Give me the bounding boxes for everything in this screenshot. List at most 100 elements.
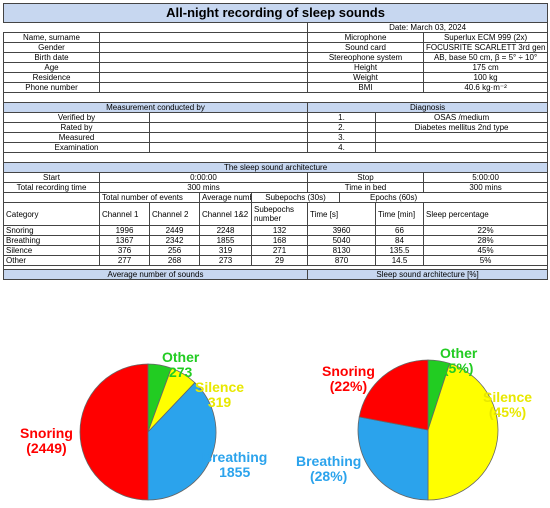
info-value — [99, 62, 308, 73]
measurement-label: Measured — [3, 132, 150, 143]
measurement-label: Examination — [3, 142, 150, 153]
start-value: 0:00:00 — [99, 172, 308, 183]
info-label: Gender — [3, 42, 100, 53]
subepochs-cell: 29 — [251, 255, 308, 266]
pie2-slice-silence — [427, 362, 499, 501]
ch1-cell: 277 — [99, 255, 150, 266]
time-min-header: Time [min] — [375, 202, 424, 226]
diagnosis-number: 1. — [307, 112, 376, 123]
time-s-cell: 8130 — [307, 245, 376, 256]
info-label: Microphone — [307, 32, 424, 43]
measurement-value — [149, 132, 308, 143]
time-s-header: Time [s] — [307, 202, 376, 226]
info-label: Phone number — [3, 82, 100, 93]
pie-charts-svg — [79, 359, 499, 501]
pie2-label-breathing: Breathing (28%) — [296, 453, 362, 484]
trt-label: Total recording time — [3, 182, 100, 193]
pie1-slice-snoring — [79, 363, 149, 501]
ch2-cell: 2342 — [149, 235, 200, 246]
diagnosis-value — [374, 142, 549, 153]
ch1-header: Channel 1 — [99, 202, 150, 226]
stop-value: 5:00:00 — [422, 172, 549, 183]
diagnosis-header: Diagnosis — [306, 102, 549, 113]
start-label: Start — [3, 172, 100, 183]
ch12-cell: 2248 — [199, 225, 252, 236]
time-s-cell: 3960 — [307, 225, 376, 236]
report-title: All-night recording of sleep sounds — [2, 3, 549, 23]
ch1-cell: 376 — [99, 245, 150, 256]
pie1-label-breathing: Breathing 1855 — [202, 449, 268, 480]
category-cell: Silence — [3, 245, 100, 256]
sleep-pct-cell: 22% — [422, 225, 549, 236]
time-min-cell: 84 — [375, 235, 424, 246]
info-label: Age — [3, 62, 100, 73]
ch2-cell: 268 — [149, 255, 200, 266]
architecture-header: The sleep sound architecture — [2, 162, 549, 173]
pie-charts: Other 273 Silence 319 Snoring (2449) Breath… — [0, 342, 550, 503]
info-value: AB, base 50 cm, β = 5° ÷ 10° — [422, 52, 549, 63]
ch12-cell: 273 — [199, 255, 252, 266]
info-label: Name, surname — [3, 32, 100, 43]
info-value: 175 cm — [422, 62, 549, 73]
table-row: Other 277 268 273 29 870 14.5 5% — [3, 255, 549, 266]
stop-label: Stop — [307, 172, 424, 183]
ch12-cell: 1855 — [199, 235, 252, 246]
ch12-cell: 319 — [199, 245, 252, 256]
info-value — [99, 82, 308, 93]
subepochs-header: Subepochs (30s) — [251, 192, 340, 203]
table-row: Silence 376 256 319 271 8130 135.5 45% — [3, 245, 549, 256]
report-sheet: All-night recording of sleep sounds Date… — [2, 3, 549, 280]
diagnosis-value — [374, 132, 549, 143]
ch1-cell: 1367 — [99, 235, 150, 246]
pie2-slice-breathing — [357, 416, 429, 501]
diagnosis-number: 3. — [307, 132, 376, 143]
measurement-value — [149, 122, 308, 133]
tib-value: 300 mins — [422, 182, 549, 193]
info-label: BMI — [307, 82, 424, 93]
report-date: Date: March 03, 2024 — [306, 22, 549, 33]
sleep-pct-cell: 45% — [422, 245, 549, 256]
sleep-pct-cell: 5% — [422, 255, 549, 266]
measurement-label: Verified by — [3, 112, 150, 123]
diagnosis-value: OSAS /medium — [374, 112, 549, 123]
subnum-header: Subepochs number — [251, 202, 308, 226]
tib-label: Time in bed — [307, 182, 424, 193]
report-table: All-night recording of sleep sounds Date… — [2, 3, 549, 280]
subepochs-cell: 168 — [251, 235, 308, 246]
info-value — [99, 72, 308, 83]
info-value — [99, 32, 308, 43]
pie1-label-other: Other 273 — [162, 349, 200, 380]
measurement-header: Measurement conducted by — [3, 102, 308, 113]
info-value: 100 kg — [422, 72, 549, 83]
info-label: Birth date — [3, 52, 100, 63]
ch2-header: Channel 2 — [149, 202, 200, 226]
category-cell: Other — [3, 255, 100, 266]
caption-right: Sleep sound architecture [%] — [306, 269, 549, 280]
time-min-cell: 66 — [375, 225, 424, 236]
subepochs-cell: 132 — [251, 225, 308, 236]
info-label: Residence — [3, 72, 100, 83]
sleep-pct-header: Sleep percentage — [422, 202, 549, 226]
info-value: 40.6 kg·m⁻² — [422, 82, 549, 93]
category-header: Category — [3, 202, 100, 226]
measurement-label: Rated by — [3, 122, 150, 133]
time-min-cell: 14.5 — [375, 255, 424, 266]
avg-header: Average number of channels — [199, 192, 252, 203]
diagnosis-number: 2. — [307, 122, 376, 133]
subepochs-cell: 271 — [251, 245, 308, 256]
pie2-label-other: Other (5%) — [440, 345, 478, 376]
category-cell: Breathing — [3, 235, 100, 246]
time-s-cell: 5040 — [307, 235, 376, 246]
category-cell: Snoring — [3, 225, 100, 236]
trt-value: 300 mins — [99, 182, 308, 193]
pie2-label-snoring: Snoring (22%) — [322, 363, 375, 394]
table-row: Breathing 1367 2342 1855 168 5040 84 28% — [3, 235, 549, 246]
time-s-cell: 870 — [307, 255, 376, 266]
info-label: Height — [307, 62, 424, 73]
events-header: Total number of events — [99, 192, 200, 203]
ch1-cell: 1996 — [99, 225, 150, 236]
epochs-header: Epochs (60s) — [338, 192, 549, 203]
pie2-slice-snoring — [358, 359, 429, 431]
diagnosis-value: Diabetes mellitus 2nd type — [374, 122, 549, 133]
sleep-pct-cell: 28% — [422, 235, 549, 246]
